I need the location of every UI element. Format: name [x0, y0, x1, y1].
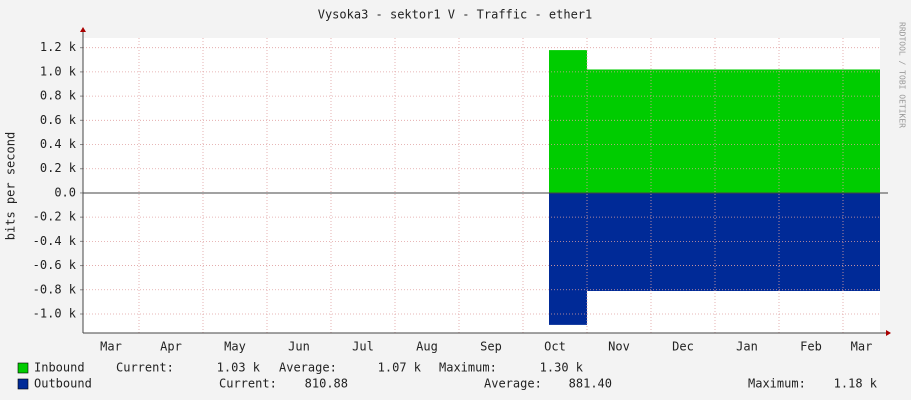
y-tick-label: -0.2 k — [33, 210, 77, 224]
stat-label: Current: — [219, 377, 277, 391]
y-axis-label: bits per second — [4, 132, 18, 240]
stat-label: Average: — [279, 361, 337, 375]
stat-label: Average: — [484, 377, 542, 391]
stat-value: 1.30 k — [540, 361, 584, 375]
x-tick-label: Oct — [544, 340, 566, 354]
area-segment — [843, 192, 880, 291]
x-tick-label: Aug — [416, 340, 438, 354]
area-segment — [549, 50, 587, 193]
area-segment — [549, 192, 587, 325]
x-tick-label: Mar — [851, 340, 873, 354]
legend-label: Inbound — [34, 361, 85, 375]
y-tick-label: 1.2 k — [40, 40, 77, 54]
stat-value: 881.40 — [569, 377, 612, 391]
area-segment — [587, 192, 651, 291]
stat-label: Maximum: — [748, 377, 806, 391]
y-tick-label: -0.4 k — [33, 234, 77, 248]
legend-swatch — [17, 362, 29, 374]
stat-value: 810.88 — [305, 377, 348, 391]
stat-value: 1.03 k — [217, 361, 261, 375]
y-axis-arrow — [80, 27, 86, 32]
area-segment — [587, 69, 651, 193]
area-segment — [843, 69, 880, 193]
area-segment — [715, 69, 779, 193]
x-tick-label: Apr — [160, 340, 182, 354]
watermark: RRDTOOL / TOBI OETIKER — [898, 22, 907, 128]
x-axis-arrow — [886, 330, 891, 336]
y-tick-label: -1.0 k — [33, 306, 77, 320]
y-tick-label: 1.0 k — [40, 64, 77, 78]
y-tick-label: -0.8 k — [33, 282, 77, 296]
area-segment — [651, 69, 715, 193]
y-tick-label: 0.2 k — [40, 161, 77, 175]
x-tick-label: Sep — [480, 340, 502, 354]
y-tick-label: 0.0 — [54, 185, 76, 199]
x-tick-label: May — [224, 340, 246, 354]
stat-label: Maximum: — [439, 361, 497, 375]
x-tick-label: Nov — [608, 340, 630, 354]
x-tick-label: Jul — [352, 340, 374, 354]
chart-title: Vysoka3 - sektor1 V - Traffic - ether1 — [318, 8, 593, 22]
y-tick-label: 0.6 k — [40, 113, 77, 127]
x-tick-label: Mar — [100, 340, 122, 354]
x-tick-label: Jan — [736, 340, 758, 354]
legend-swatch — [17, 378, 29, 390]
y-tick-label: 0.8 k — [40, 89, 77, 103]
area-segment — [715, 192, 779, 291]
y-tick-label: 0.4 k — [40, 137, 77, 151]
y-tick-label: -0.6 k — [33, 258, 77, 272]
x-tick-label: Jun — [288, 340, 310, 354]
area-segment — [779, 192, 843, 291]
area-segment — [779, 69, 843, 193]
stat-value: 1.07 k — [378, 361, 422, 375]
area-segment — [651, 192, 715, 291]
stat-label: Current: — [116, 361, 174, 375]
x-tick-label: Feb — [800, 340, 822, 354]
legend-label: Outbound — [34, 377, 92, 391]
stat-value: 1.18 k — [834, 377, 878, 391]
x-tick-label: Dec — [672, 340, 694, 354]
